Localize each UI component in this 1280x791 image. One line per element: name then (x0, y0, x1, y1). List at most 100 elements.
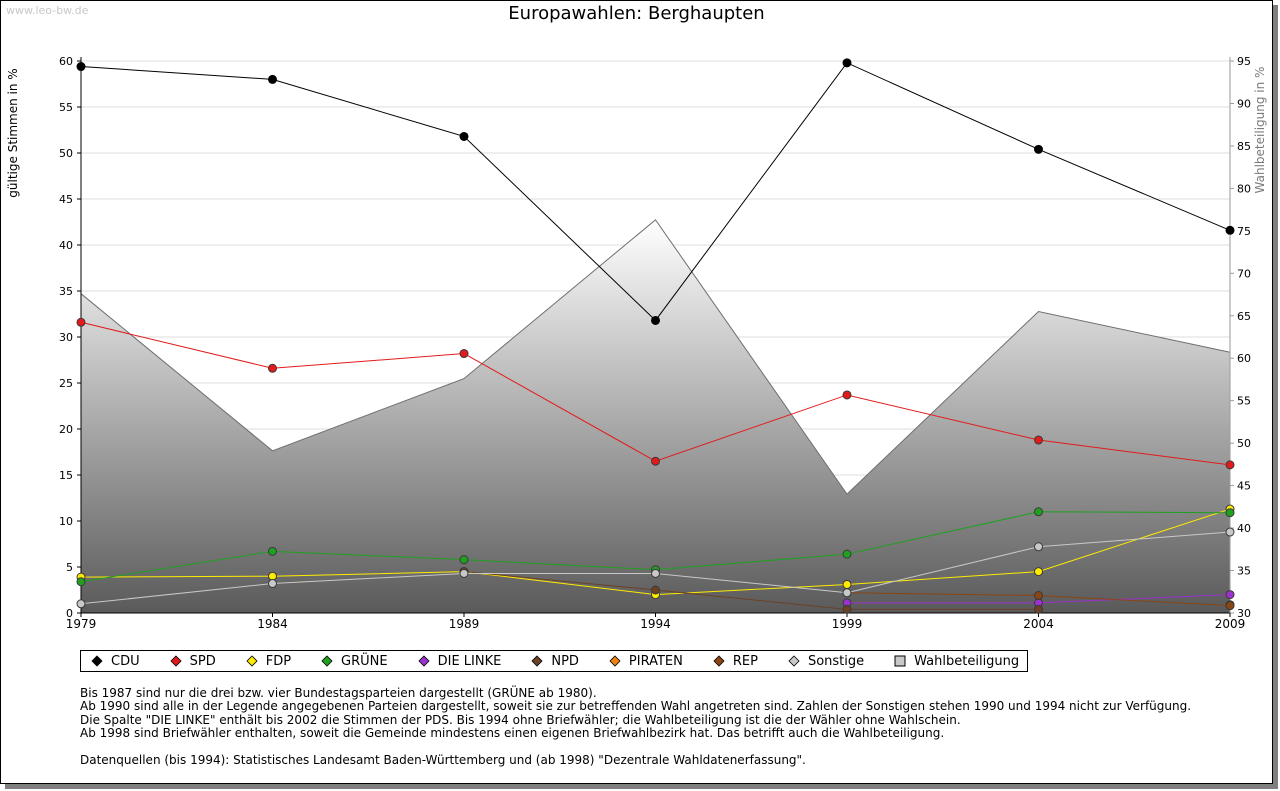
y-axis-label: gültige Stimmen in % (6, 68, 20, 197)
legend-label: PIRATEN (628, 653, 683, 669)
legend-marker-icon (418, 655, 430, 667)
y-tick-label: 0 (66, 607, 73, 620)
point-sonstige (1034, 542, 1043, 552)
point-rep (1225, 601, 1235, 611)
note-line-4: Ab 1998 sind Briefwähler enthalten, sowe… (80, 726, 945, 741)
y-tick-label: 60 (59, 55, 73, 68)
y-tick-label: 40 (59, 239, 73, 252)
legend-marker-icon (246, 655, 258, 667)
legend-label: GRÜNE (341, 653, 388, 669)
y2-tick-label: 55 (1237, 395, 1251, 408)
legend-marker-icon (713, 655, 725, 667)
legend-label: NPD (551, 653, 579, 669)
note-line-1: Bis 1987 sind nur die drei bzw. vier Bun… (80, 686, 597, 700)
note-line-3: Die Spalte "DIE LINKE" enthält bis 2002 … (80, 712, 961, 727)
legend-marker-icon (609, 655, 621, 667)
x-tick-label: 1979 (66, 617, 97, 631)
point-spd (1225, 460, 1235, 470)
y-tick-label: 20 (59, 423, 73, 436)
point-sonstige (268, 579, 277, 589)
point-die-linke (1225, 590, 1235, 600)
chart-svg: 0 5 10 15 20 25 30 35 40 45 50 55 60 30 35 40 45 50 55 60 65… (6, 55, 1267, 631)
point-sonstige (1225, 527, 1235, 537)
y-tick-label: 50 (59, 147, 73, 160)
point-spd (76, 317, 86, 327)
x-tick-label: 1999 (832, 617, 863, 631)
y2-tick-label: 65 (1237, 310, 1251, 323)
legend-item-fdp: FDP (240, 654, 291, 669)
point-sonstige (651, 568, 660, 578)
y-tick-label: 10 (59, 515, 73, 528)
x-tick-label: 2009 (1215, 617, 1246, 631)
y2-tick-label: 80 (1237, 182, 1251, 195)
y2-tick-label: 35 (1237, 565, 1251, 578)
y2-tick-label: 85 (1237, 140, 1251, 153)
point-sonstige (76, 599, 86, 609)
point-cdu (1034, 144, 1043, 154)
legend-item-npd: NPD (525, 654, 579, 669)
x-tick-label: 1989 (449, 617, 480, 631)
chart-title: Europawahlen: Berghaupten (508, 3, 765, 24)
legend-item-cdu: CDU (85, 654, 140, 669)
watermark: www.leo-bw.de (6, 4, 89, 17)
y-tick-label: 45 (59, 193, 73, 206)
legend-marker-icon (91, 655, 103, 667)
point-gruene (459, 555, 469, 565)
point-npd (1034, 604, 1043, 614)
y2-tick-label: 30 (1237, 607, 1251, 620)
point-cdu (842, 58, 852, 68)
y-tick-label: 30 (59, 331, 73, 344)
note-line-5: Datenquellen (bis 1994): Statistisches L… (80, 752, 806, 767)
point-spd (1034, 435, 1043, 445)
legend-item-gruene: GRÜNE (315, 654, 388, 669)
y2-tick-label: 70 (1237, 267, 1251, 280)
legend-label: CDU (111, 653, 140, 669)
y2-tick-label: 60 (1237, 352, 1251, 365)
y2-tick-label: 75 (1237, 225, 1251, 238)
legend-item-sonstige: Sonstige (782, 654, 864, 669)
y2-axis-label: Wahlbeteiligung in % (1253, 67, 1267, 194)
legend-label: DIE LINKE (437, 653, 502, 669)
legend-label: Sonstige (807, 653, 865, 669)
point-rep (1034, 591, 1043, 601)
legend-label: Wahlbeteiligung (914, 653, 1020, 669)
point-spd (842, 390, 852, 400)
point-fdp (1034, 567, 1043, 577)
point-gruene (842, 549, 852, 559)
point-fdp (268, 571, 277, 581)
series-line-npd (463, 571, 1039, 610)
notes: Bis 1987 sind nur die drei bzw. vier Bun… (80, 686, 1192, 767)
note-line-2: Ab 1990 sind alle in der Legende angegeb… (80, 699, 1192, 714)
area-outline-wahlbeteiligung (80, 219, 1231, 495)
y2-tick-label: 95 (1237, 55, 1251, 68)
point-fdp (842, 579, 852, 589)
legend-label: SPD (189, 653, 216, 669)
y-tick-label: 15 (59, 469, 73, 482)
point-cdu (76, 62, 86, 72)
legend-item-piraten: PIRATEN (603, 654, 683, 669)
point-cdu (268, 74, 277, 84)
legend-item-spd: SPD (164, 654, 216, 669)
y-tick-label: 5 (66, 561, 73, 574)
legend-label: REP (732, 653, 758, 669)
point-cdu (1225, 225, 1235, 235)
point-gruene (1034, 507, 1043, 517)
legend-marker-icon (170, 655, 182, 667)
legend-item-wahlbeteiligung: Wahlbeteiligung (888, 654, 1019, 669)
point-gruene (268, 546, 277, 556)
legend-item-die-linke: DIE LINKE (412, 653, 502, 669)
point-gruene (1225, 508, 1235, 518)
point-sonstige (459, 568, 469, 578)
legend-marker-icon (788, 655, 800, 667)
legend-label: FDP (265, 653, 292, 669)
point-spd (268, 363, 277, 373)
y2-tick-label: 50 (1237, 437, 1251, 450)
point-cdu (651, 315, 660, 325)
y2-tick-label: 40 (1237, 522, 1251, 535)
point-spd (651, 456, 660, 466)
x-tick-label: 1994 (640, 617, 671, 631)
legend-item-rep: REP (707, 654, 758, 669)
chart-legend: CDU SPD FDP GRÜNE DIE LINKE NPD PIRATEN REP Sons… (80, 650, 1029, 672)
y-tick-label: 25 (59, 377, 73, 390)
y2-tick-label: 45 (1237, 480, 1251, 493)
